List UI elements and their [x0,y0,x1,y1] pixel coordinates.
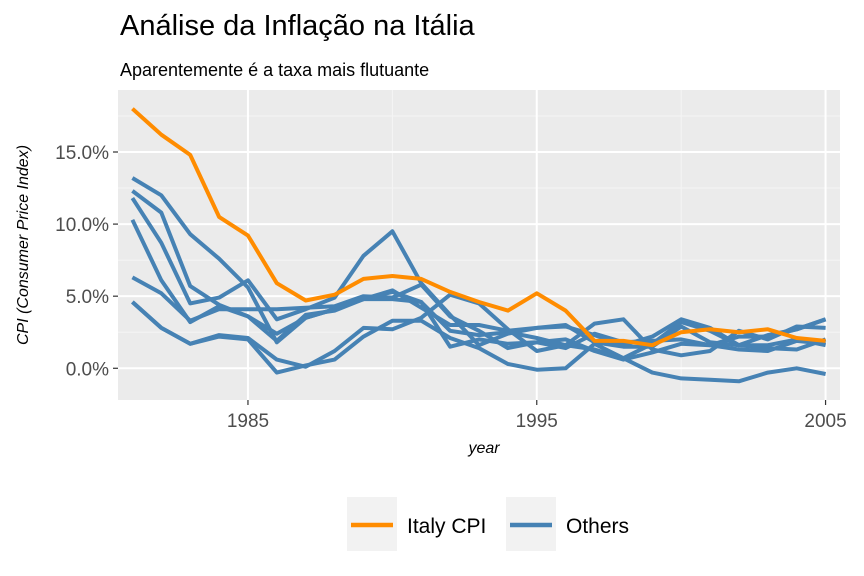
x-axis-title: year [467,440,500,457]
others-line [131,300,826,384]
legend-label: Others [566,515,629,538]
x-tick-label: 1985 [227,411,269,432]
grid-major [118,90,840,400]
chart-subtitle: Aparentemente é a taxa mais flutuante [120,60,430,80]
x-tick-label: 1995 [516,411,558,432]
y-axis-title: CPI (Consumer Price Index) [15,145,32,345]
legend: Italy CPI Others [347,497,629,551]
axis-ticks: 1985 1995 2005 0.0% 5.0% 10.0% 15.0% [55,143,847,432]
chart-title: Análise da Inflação na Itália [120,10,475,42]
y-tick-label: 10.0% [55,215,109,236]
grid-minor [118,90,840,400]
legend-label: Italy CPI [407,515,486,538]
x-tick-label: 2005 [804,411,846,432]
y-tick-label: 0.0% [66,359,109,380]
others-line [130,197,827,352]
others-line [131,275,826,353]
plot-panel [118,90,840,400]
series-layer [130,107,827,384]
italy-cpi-line [131,107,826,348]
y-tick-label: 5.0% [66,287,109,308]
y-tick-label: 15.0% [55,143,109,164]
